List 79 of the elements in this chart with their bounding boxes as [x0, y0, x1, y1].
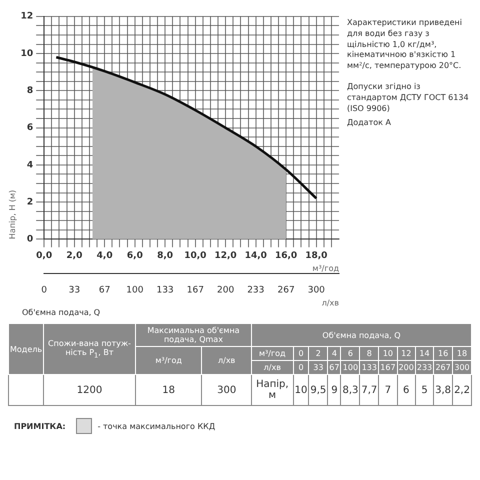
text: 6 — [397, 374, 416, 406]
text: 14 — [415, 346, 434, 360]
x-tick-label: 16,0 — [274, 250, 298, 261]
x2-tick-label: 267 — [278, 285, 295, 296]
text: 8 — [360, 346, 379, 360]
text: 18 — [452, 346, 472, 360]
text: - точка максимального ККД — [98, 422, 216, 430]
text: 8,3 — [340, 374, 360, 406]
text: л/хв — [251, 360, 294, 374]
y-tick-label: 8 — [26, 86, 34, 96]
text: 7,7 — [360, 374, 379, 406]
text: 16 — [434, 346, 453, 360]
text: 18 — [135, 374, 202, 406]
x2-tick-label: 100 — [126, 285, 144, 296]
text: Додаток А — [347, 118, 392, 130]
x-axis-title: м³/год — [312, 264, 340, 273]
text: 233 — [415, 360, 434, 374]
line-series — [54, 56, 318, 200]
x-tick-label: 18,0 — [305, 250, 328, 261]
text: 7 — [378, 374, 398, 406]
text: Напір, м — [251, 374, 294, 406]
text: 200 — [397, 360, 416, 374]
x-tick-label: 2,0 — [66, 250, 82, 261]
text: 12 — [397, 346, 416, 360]
y-axis-title: Напір, H (м) — [8, 190, 17, 240]
x2-tick-label: 33 — [68, 285, 80, 296]
x-tick-label: 14,0 — [244, 250, 267, 261]
x-tick-label: 4,0 — [96, 250, 113, 261]
text: 100 — [340, 360, 360, 374]
x2-tick-label: 0 — [41, 285, 48, 296]
text: 6 — [340, 346, 360, 360]
text: 9,5 — [308, 374, 328, 406]
y-tick-label: 0 — [26, 234, 34, 245]
x2-tick-label: 67 — [98, 285, 110, 296]
text: Спожи-вана потуж-ність P$_{1}$, Вт — [44, 324, 136, 374]
text: Максимальна об'ємна подача, Qmax — [135, 324, 252, 346]
text: 2,2 — [452, 374, 472, 406]
text: 67 — [328, 360, 341, 374]
x2-tick-label: 133 — [156, 285, 174, 296]
text: 5 — [415, 374, 434, 406]
text: 1200 — [44, 374, 136, 406]
text: 0 — [293, 346, 309, 360]
x2-tick-label: 200 — [216, 285, 234, 296]
x2-tick-label: 233 — [247, 285, 264, 296]
text: Модель — [8, 324, 44, 374]
text: 10 — [293, 374, 309, 406]
text: Об'ємна подача, Q — [251, 324, 472, 346]
text: 3,8 — [434, 374, 453, 406]
x2-tick-label: 300 — [308, 285, 326, 296]
x-tick-label: 10,0 — [184, 250, 206, 261]
text: 9 — [328, 374, 341, 406]
text: м³/год — [135, 346, 202, 374]
x2-tick-label: 167 — [186, 285, 204, 296]
y-tick-label: 6 — [26, 123, 34, 134]
text: Об'ємна подача, Q — [22, 308, 102, 317]
text: Характеристики приведені для води без газу з щільністю 1,0 кг/дм³, кінематичною в'язкістю 1 мм²/с, температурою 20°С. — [347, 18, 463, 72]
text: 33 — [308, 360, 328, 374]
x-tick-label: 12,0 — [214, 250, 237, 261]
text: 2 — [308, 346, 328, 360]
y-tick-label: 12 — [20, 12, 34, 22]
y-tick-label: 2 — [26, 197, 34, 208]
x-tick-label: 0,0 — [36, 250, 52, 261]
text: 133 — [360, 360, 379, 374]
text: м³/год — [251, 346, 294, 360]
x-tick-label: 6,0 — [126, 250, 143, 261]
x2-axis-title: л/хв — [322, 298, 340, 308]
text: 4 — [328, 346, 341, 360]
text: ПРИМІТКА: — [14, 422, 66, 430]
text: 267 — [434, 360, 453, 374]
text: 0 — [293, 360, 309, 374]
y-tick-label: 4 — [26, 160, 34, 170]
text: Допуски згідно із стандартом ДСТУ ГОСТ 6134 (ISO 9906) — [347, 82, 470, 114]
text: 300 — [452, 360, 472, 374]
text: л/хв — [202, 346, 252, 374]
text: 167 — [378, 360, 398, 374]
text: 300 — [202, 374, 252, 406]
x-tick-label: 8,0 — [157, 250, 174, 261]
y-tick-label: 10 — [20, 48, 34, 59]
text: 10 — [378, 346, 398, 360]
